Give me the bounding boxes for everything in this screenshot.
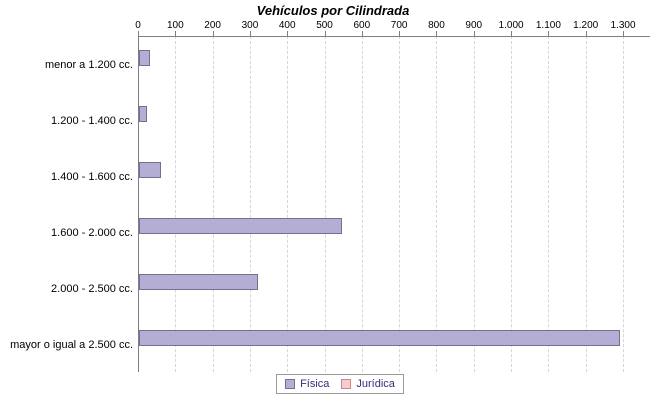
gridline xyxy=(249,36,251,372)
x-tick-mark xyxy=(436,31,438,36)
x-tick-mark xyxy=(585,31,587,36)
gridline xyxy=(399,36,401,372)
gridline xyxy=(361,36,363,372)
gridline xyxy=(287,36,289,372)
x-tick-label: 1.200 xyxy=(573,20,599,31)
bar-física-4 xyxy=(139,274,258,290)
category-label: mayor o igual a 2.500 cc. xyxy=(10,339,133,351)
gridline xyxy=(473,36,475,372)
legend-label-juridica: Jurídica xyxy=(356,378,395,390)
x-tick-label: 800 xyxy=(428,20,445,31)
x-tick-label: 1.300 xyxy=(610,20,636,31)
bar-física-2 xyxy=(139,162,161,178)
gridline xyxy=(175,36,177,372)
x-tick-label: 900 xyxy=(465,20,483,31)
category-label: 1.200 - 1.400 cc. xyxy=(51,115,133,127)
x-tick-label: 0 xyxy=(135,20,141,31)
x-tick-label: 700 xyxy=(390,20,408,31)
category-label: 1.600 - 2.000 cc. xyxy=(51,227,133,239)
x-axis-line xyxy=(138,36,650,37)
x-tick-label: 1.000 xyxy=(498,20,524,31)
x-tick-label: 500 xyxy=(316,20,333,31)
x-tick-label: 1.100 xyxy=(535,20,561,31)
x-tick-mark xyxy=(212,31,214,36)
bar-física-5 xyxy=(139,330,620,346)
gridline xyxy=(548,36,550,372)
legend-label-fisica: Física xyxy=(300,378,330,390)
gridline xyxy=(623,36,624,372)
x-tick-mark xyxy=(175,31,177,36)
gridline xyxy=(324,36,326,372)
x-tick-label: 100 xyxy=(166,20,184,31)
bar-física-0 xyxy=(139,50,150,66)
x-tick-label: 200 xyxy=(204,20,221,31)
x-tick-label: 600 xyxy=(353,20,371,31)
bar-física-3 xyxy=(139,218,342,234)
category-label: menor a 1.200 cc. xyxy=(44,59,133,71)
legend: Física Jurídica xyxy=(276,374,404,394)
x-tick-mark xyxy=(548,31,550,36)
x-tick-mark xyxy=(511,31,513,36)
legend-item-fisica: Física xyxy=(285,378,329,390)
x-tick-mark xyxy=(249,31,251,36)
x-tick-mark xyxy=(138,31,139,36)
x-tick-mark xyxy=(361,31,363,36)
x-tick-mark xyxy=(399,31,401,36)
x-tick-label: 300 xyxy=(241,20,259,31)
gridline xyxy=(585,36,587,372)
gridline xyxy=(511,36,513,372)
legend-swatch-juridica xyxy=(341,379,352,389)
gridline xyxy=(212,36,214,372)
x-tick-mark xyxy=(473,31,475,36)
legend-item-juridica: Jurídica xyxy=(341,378,395,390)
y-axis-line xyxy=(138,36,139,372)
legend-swatch-fisica xyxy=(285,379,296,389)
chart-title: Vehículos por Cilindrada xyxy=(256,3,410,18)
x-tick-mark xyxy=(287,31,289,36)
x-tick-mark xyxy=(324,31,326,36)
x-tick-label: 400 xyxy=(278,20,296,31)
bar-física-1 xyxy=(139,106,147,122)
legend-container: Física Jurídica xyxy=(0,374,650,394)
gridline xyxy=(436,36,438,372)
x-tick-mark xyxy=(623,31,624,36)
category-label: 2.000 - 2.500 cc. xyxy=(51,283,133,295)
category-label: 1.400 - 1.600 cc. xyxy=(51,171,133,183)
